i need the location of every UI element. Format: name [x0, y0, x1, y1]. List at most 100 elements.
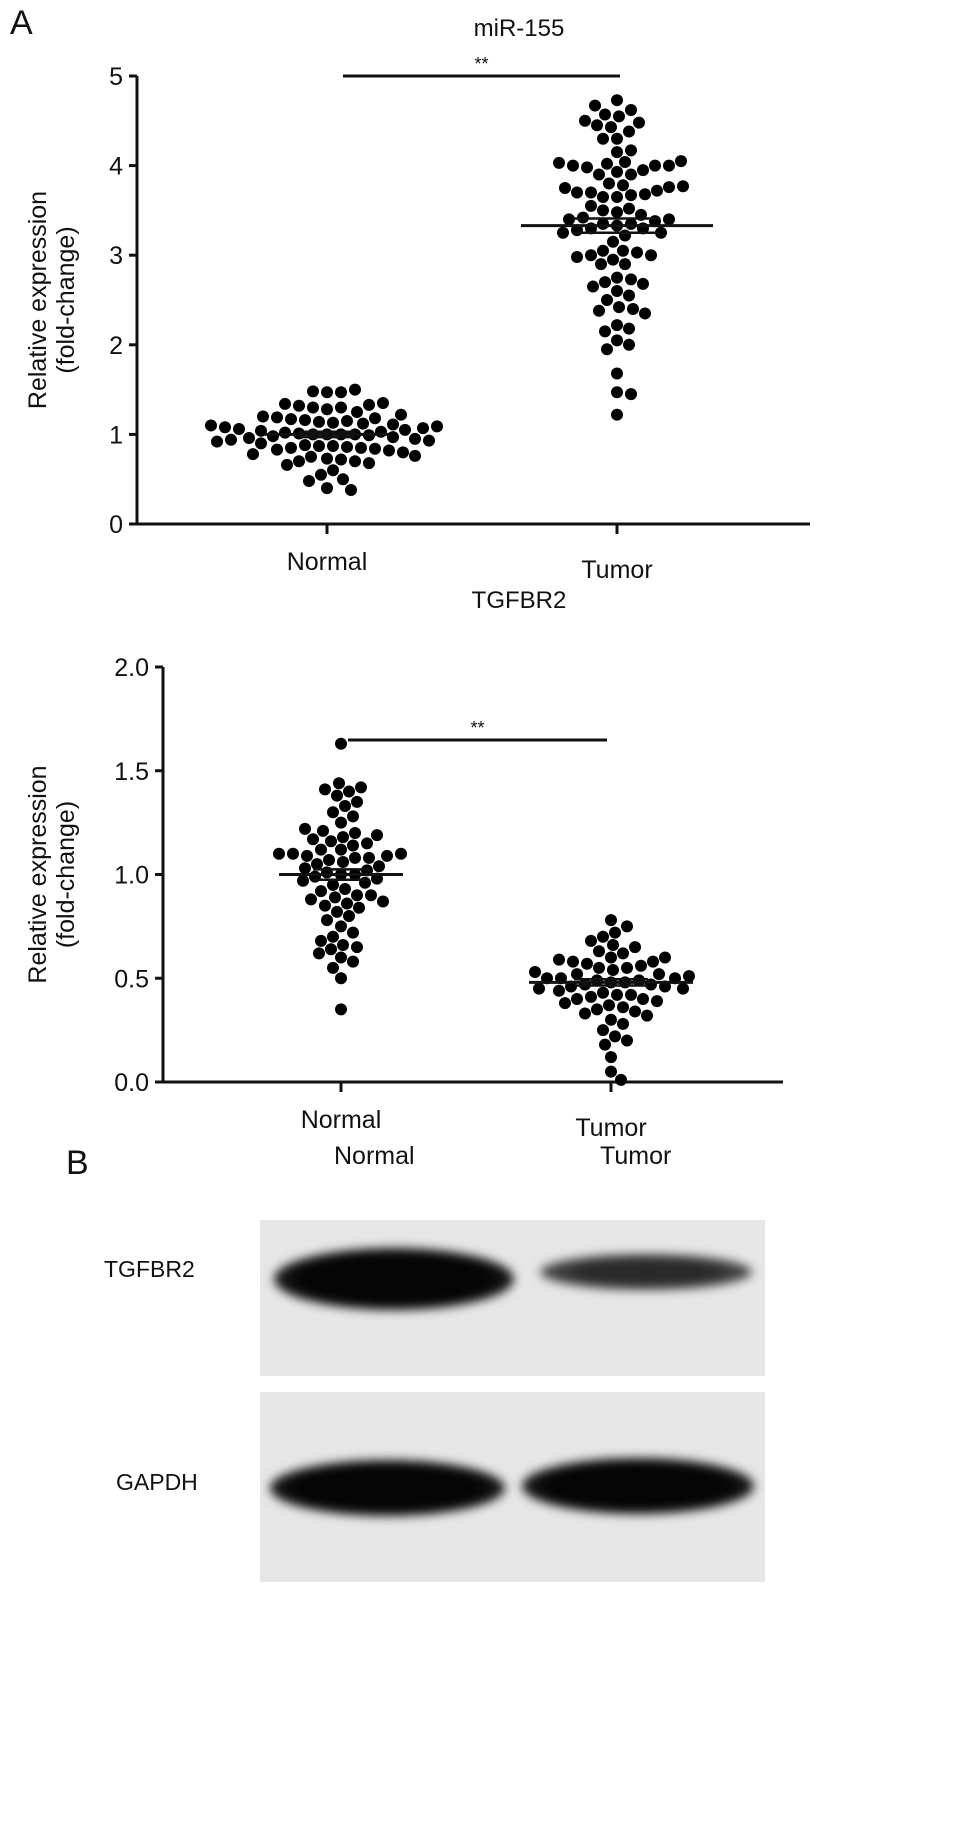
data-point-tumor	[621, 961, 633, 974]
data-point-tumor	[611, 334, 623, 347]
significance-label: **	[474, 54, 488, 74]
gapdh-band-normal	[270, 1460, 505, 1516]
tgfbr2-chart: TGFBR2 Relative expression (fold-change) 0.…	[24, 587, 783, 1140]
data-point-tumor	[585, 249, 597, 262]
data-point-normal	[331, 789, 343, 802]
x-tick-label-normal: Normal	[301, 1106, 382, 1134]
data-point-tumor	[651, 995, 663, 1008]
data-point-tumor	[581, 957, 593, 970]
data-point-normal	[409, 432, 421, 445]
data-point-tumor	[675, 155, 687, 168]
data-point-normal	[369, 442, 381, 455]
data-point-normal	[335, 951, 347, 964]
data-point-normal	[357, 417, 369, 430]
data-point-normal	[341, 440, 353, 453]
y-tick-label: 5	[109, 63, 123, 91]
data-point-tumor	[599, 276, 611, 289]
data-point-tumor	[585, 199, 597, 212]
data-point-normal	[423, 434, 435, 447]
y-tick-label: 0	[109, 511, 123, 539]
data-point-normal	[349, 851, 361, 864]
data-point-tumor	[649, 159, 661, 172]
data-point-normal	[347, 955, 359, 968]
data-point-normal	[327, 806, 339, 819]
data-point-normal	[343, 910, 355, 922]
data-point-tumor	[533, 982, 545, 995]
data-point-normal	[303, 474, 315, 487]
data-point-normal	[331, 905, 343, 918]
data-point-tumor	[611, 988, 623, 1001]
data-point-tumor	[601, 294, 613, 306]
data-point-normal	[335, 737, 347, 750]
data-point-normal	[345, 483, 357, 496]
data-point-tumor	[619, 156, 631, 169]
data-point-tumor	[553, 984, 565, 997]
data-point-normal	[315, 468, 327, 481]
data-point-tumor	[611, 132, 623, 145]
data-point-normal	[335, 453, 347, 466]
data-point-normal	[305, 450, 317, 463]
data-point-tumor	[617, 244, 629, 257]
data-point-tumor	[617, 1001, 629, 1014]
panel-a-label: A	[10, 4, 33, 42]
data-point-tumor	[617, 947, 629, 960]
y-axis-label: Relative expression	[24, 765, 52, 983]
data-point-tumor	[611, 206, 623, 219]
data-point-tumor	[637, 277, 649, 290]
data-point-normal	[337, 856, 349, 869]
data-point-tumor	[553, 156, 565, 169]
x-tick-label-tumor: Tumor	[575, 1114, 646, 1140]
y-tick-label: 1.5	[114, 758, 149, 786]
data-point-tumor	[621, 920, 633, 933]
data-point-tumor	[611, 285, 623, 298]
data-point-normal	[347, 926, 359, 939]
blot-lane-normal: Normal	[334, 1142, 415, 1170]
data-point-normal	[287, 847, 299, 860]
data-point-tumor	[663, 213, 675, 226]
data-point-normal	[377, 397, 389, 410]
data-point-tumor	[599, 108, 611, 121]
data-point-normal	[373, 860, 385, 873]
y-tick-label: 0.0	[114, 1069, 149, 1097]
mir155-chart: miR-155 Relative expression (fold-change) 0…	[24, 15, 810, 584]
data-point-normal	[395, 408, 407, 421]
data-point-normal	[307, 401, 319, 414]
data-point-tumor	[591, 1003, 603, 1016]
data-point-tumor	[625, 988, 637, 1001]
data-point-tumor	[597, 930, 609, 943]
data-point-normal	[233, 423, 245, 436]
data-point-normal	[327, 930, 339, 943]
data-point-normal	[315, 885, 327, 898]
data-point-normal	[305, 893, 317, 906]
data-point-normal	[279, 426, 291, 439]
data-point-tumor	[559, 182, 571, 194]
y-tick-label: 4	[109, 153, 123, 181]
data-point-tumor	[623, 125, 635, 138]
data-point-tumor	[557, 226, 569, 239]
data-point-tumor	[529, 966, 541, 979]
data-point-tumor	[563, 213, 575, 226]
data-point-tumor	[591, 119, 603, 132]
data-point-tumor	[587, 280, 599, 293]
data-point-tumor	[609, 926, 621, 939]
data-point-tumor	[623, 338, 635, 351]
data-point-normal	[351, 795, 363, 808]
data-point-tumor	[603, 999, 615, 1012]
y-tick-label: 2.0	[114, 654, 149, 682]
data-point-tumor	[611, 94, 623, 107]
data-point-tumor	[629, 941, 641, 954]
data-point-normal	[337, 473, 349, 486]
data-point-normal	[417, 422, 429, 435]
data-point-tumor	[651, 184, 663, 197]
data-point-tumor	[601, 157, 613, 170]
data-point-normal	[337, 939, 349, 952]
data-point-normal	[349, 455, 361, 468]
y-tick-label: 1	[109, 421, 123, 449]
data-point-normal	[273, 847, 285, 860]
data-point-tumor	[581, 161, 593, 174]
x-tick-label-tumor: Tumor	[581, 556, 652, 584]
data-point-normal	[363, 457, 375, 470]
data-point-tumor	[609, 1030, 621, 1043]
data-point-normal	[375, 425, 387, 438]
data-point-normal	[279, 397, 291, 410]
